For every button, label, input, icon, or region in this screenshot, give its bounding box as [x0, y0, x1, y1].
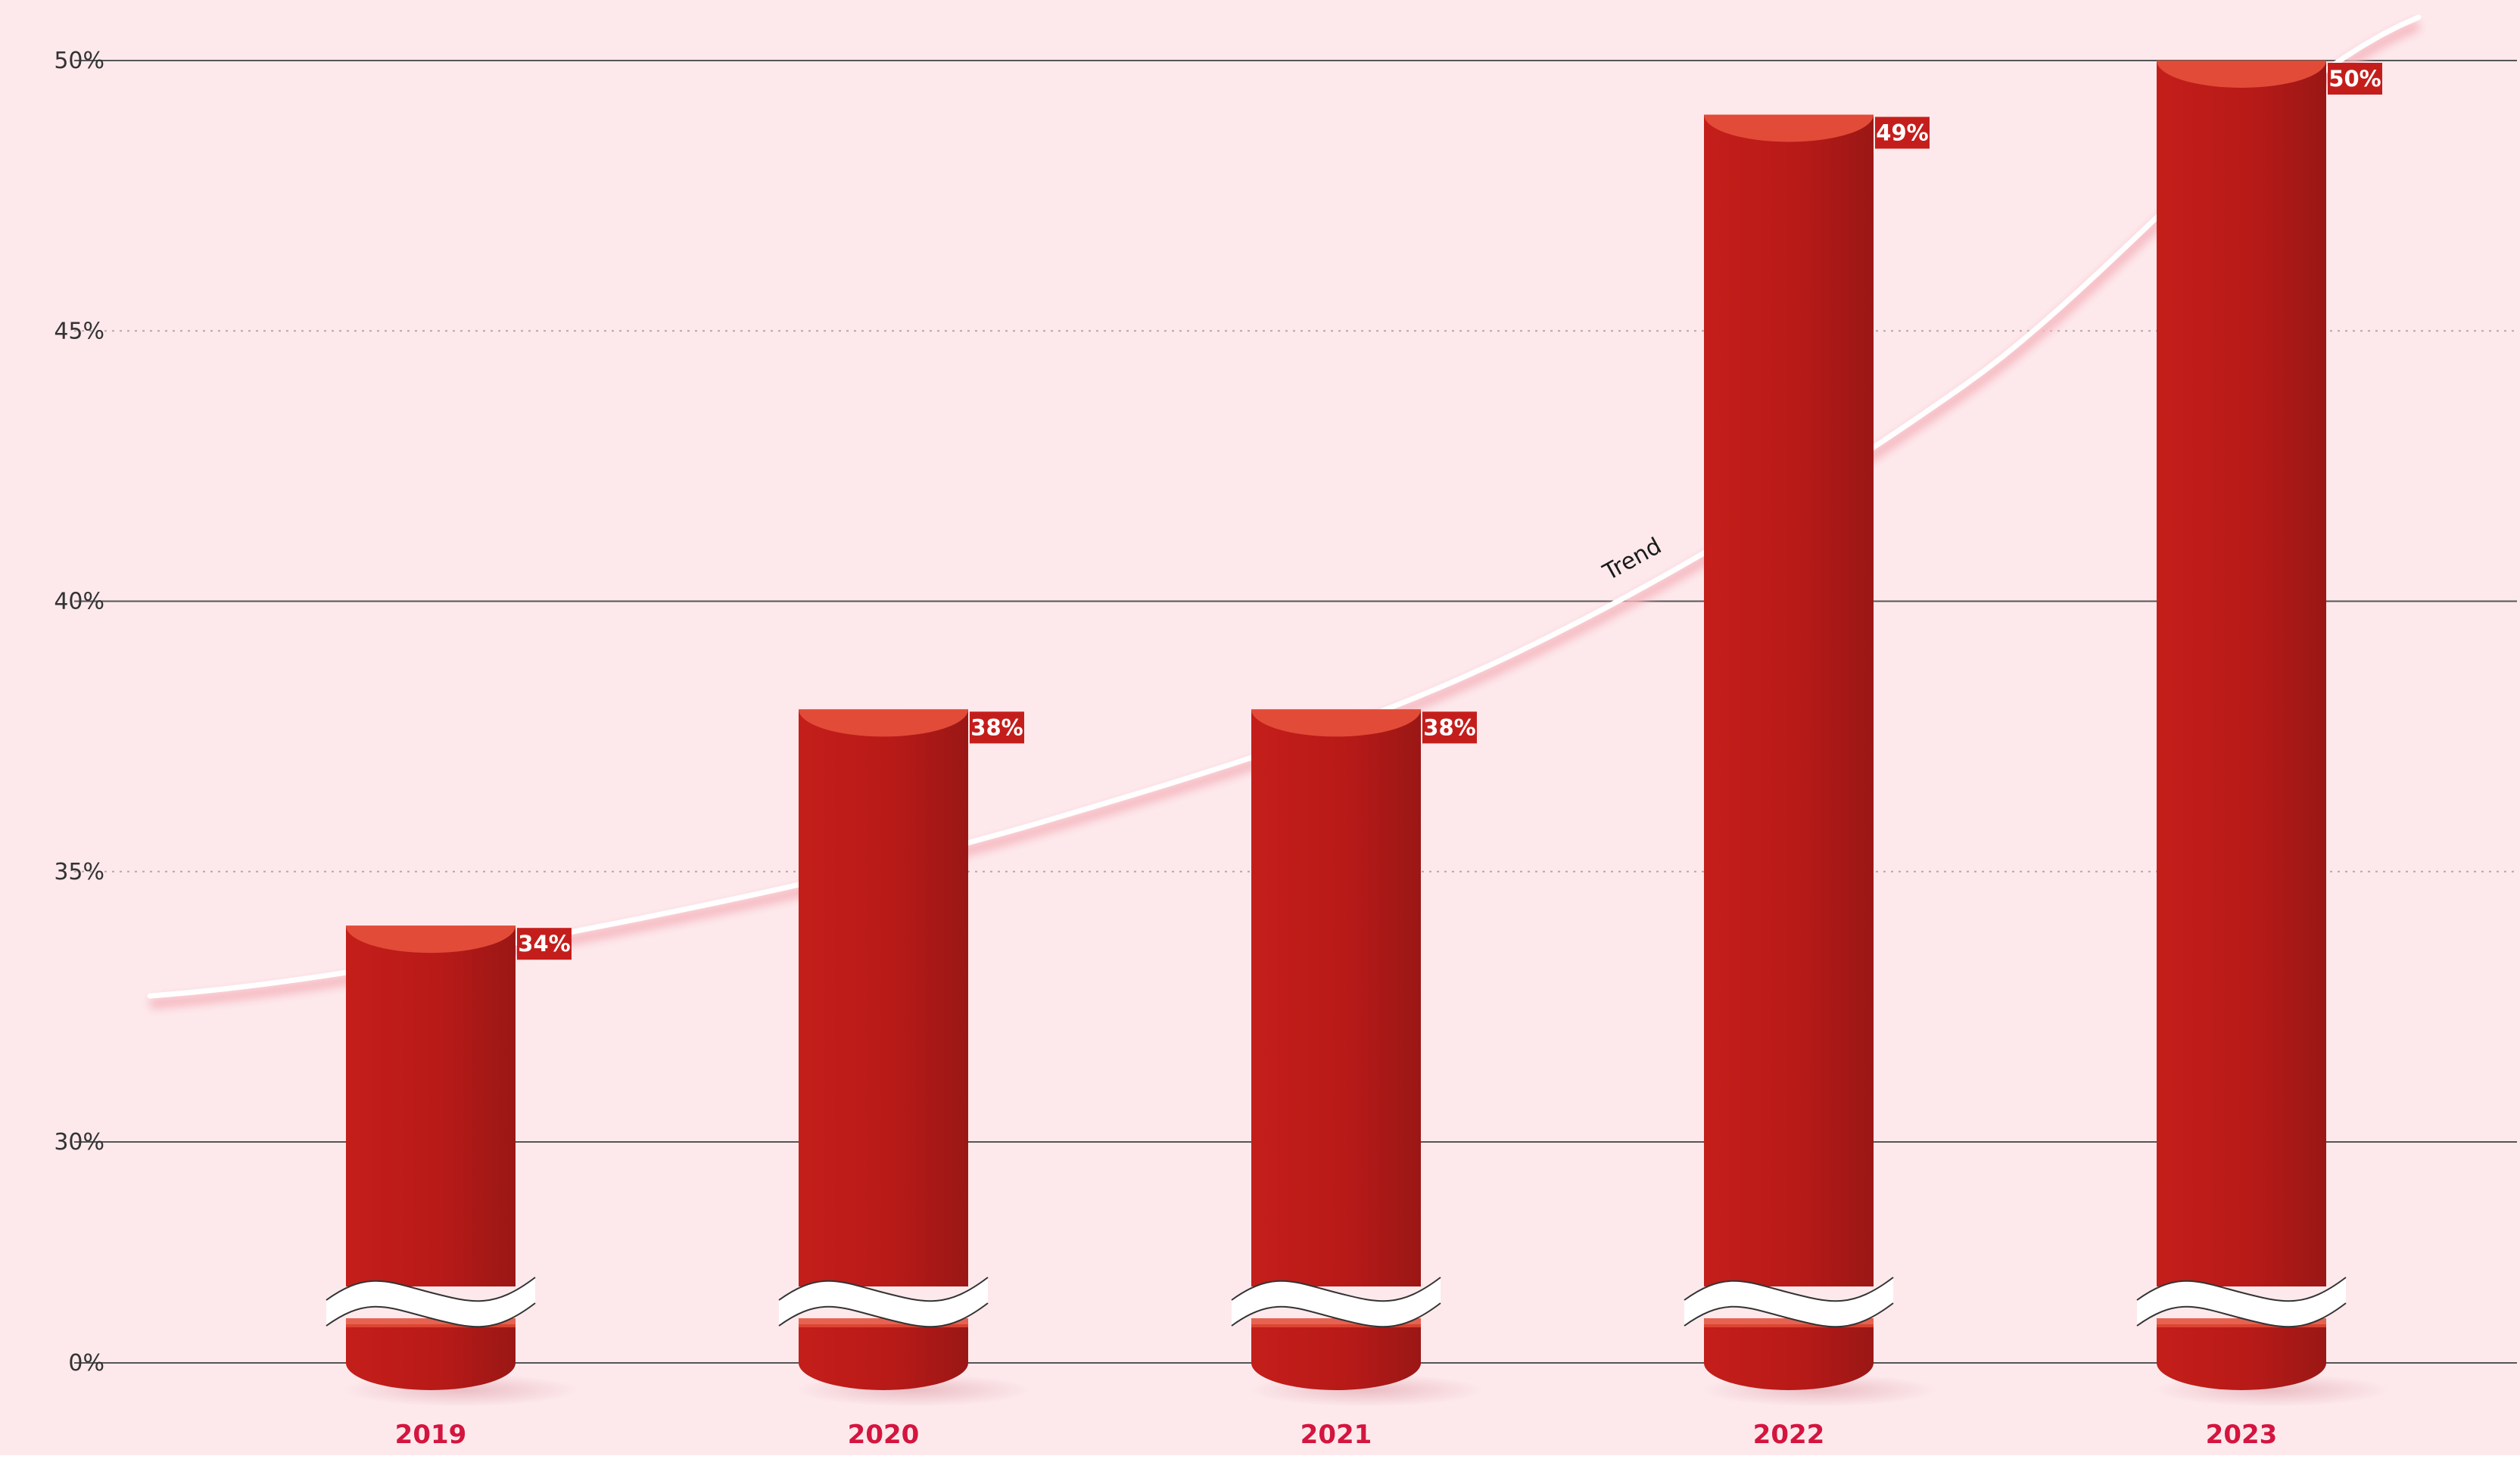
- bar-top-cap: [1251, 709, 1422, 737]
- data-label: 38%: [1423, 714, 1475, 740]
- axis-break-band: [779, 1277, 988, 1327]
- y-tick-label: 35%: [54, 859, 104, 885]
- x-category-label: 2019: [395, 1420, 467, 1450]
- axis-break-band: [1684, 1277, 1893, 1327]
- bar-body-lower: [1704, 1324, 1874, 1390]
- data-label-bg: [1875, 117, 1930, 149]
- y-tick-label: 50%: [54, 48, 104, 74]
- axis-break-line: [1684, 1277, 1894, 1302]
- axis-break-line: [2136, 1277, 2347, 1302]
- axis-break-line: [326, 1302, 536, 1328]
- data-label-bg: [2328, 63, 2382, 95]
- data-label: 50%: [2328, 66, 2381, 92]
- bar-2021: 38% 2021: [1231, 709, 1485, 1450]
- y-tick-label: 0%: [68, 1350, 104, 1377]
- bar-body-upper: [1704, 114, 1874, 1287]
- bar-top-cap: [1704, 114, 1874, 142]
- axis-break-band: [326, 1277, 535, 1327]
- data-label: 34%: [518, 931, 570, 957]
- bar-2022: 49% 2022: [1684, 114, 1938, 1450]
- bar-body-lower: [1251, 1324, 1421, 1390]
- bar-top-cap: [346, 925, 516, 953]
- bar-2020: 38% 2020: [778, 709, 1033, 1450]
- x-category-label: 2020: [848, 1420, 920, 1450]
- y-tick-label: 45%: [54, 318, 104, 344]
- bar-top-cap: [799, 709, 968, 737]
- axis-break-line: [326, 1277, 536, 1302]
- bar-body-upper: [346, 925, 516, 1286]
- data-label: 38%: [970, 714, 1023, 740]
- bar-body-upper: [2157, 61, 2326, 1286]
- data-label-bg: [517, 928, 572, 960]
- bar-2023: 50% 2023: [2136, 61, 2391, 1450]
- data-label-bg: [970, 711, 1024, 744]
- axis-break-line: [1684, 1302, 1894, 1328]
- axis-break-line: [2136, 1302, 2347, 1328]
- data-label-bg: [1422, 711, 1477, 744]
- x-category-label: 2023: [2206, 1420, 2278, 1450]
- bar-top-cap: [2157, 61, 2326, 88]
- data-label: 49%: [1876, 120, 1928, 145]
- y-tick-label: 40%: [54, 589, 104, 615]
- bar-body-lower: [799, 1324, 968, 1390]
- y-tick-label: 30%: [54, 1129, 104, 1156]
- axis-break-line: [1231, 1302, 1441, 1328]
- bar-body-upper: [799, 709, 968, 1286]
- axis-break-line: [778, 1302, 989, 1328]
- bar-2019: 34% 2019: [326, 925, 580, 1450]
- x-category-label: 2021: [1300, 1420, 1372, 1450]
- bar-body-upper: [1251, 709, 1421, 1286]
- axis-break-band: [2137, 1277, 2346, 1327]
- axis-break-line: [1231, 1277, 1441, 1302]
- bar-body-lower: [2157, 1324, 2326, 1390]
- bar-body-lower: [346, 1324, 516, 1390]
- x-category-label: 2022: [1753, 1420, 1825, 1450]
- axis-break-band: [1232, 1277, 1441, 1327]
- axis-break-line: [778, 1277, 989, 1302]
